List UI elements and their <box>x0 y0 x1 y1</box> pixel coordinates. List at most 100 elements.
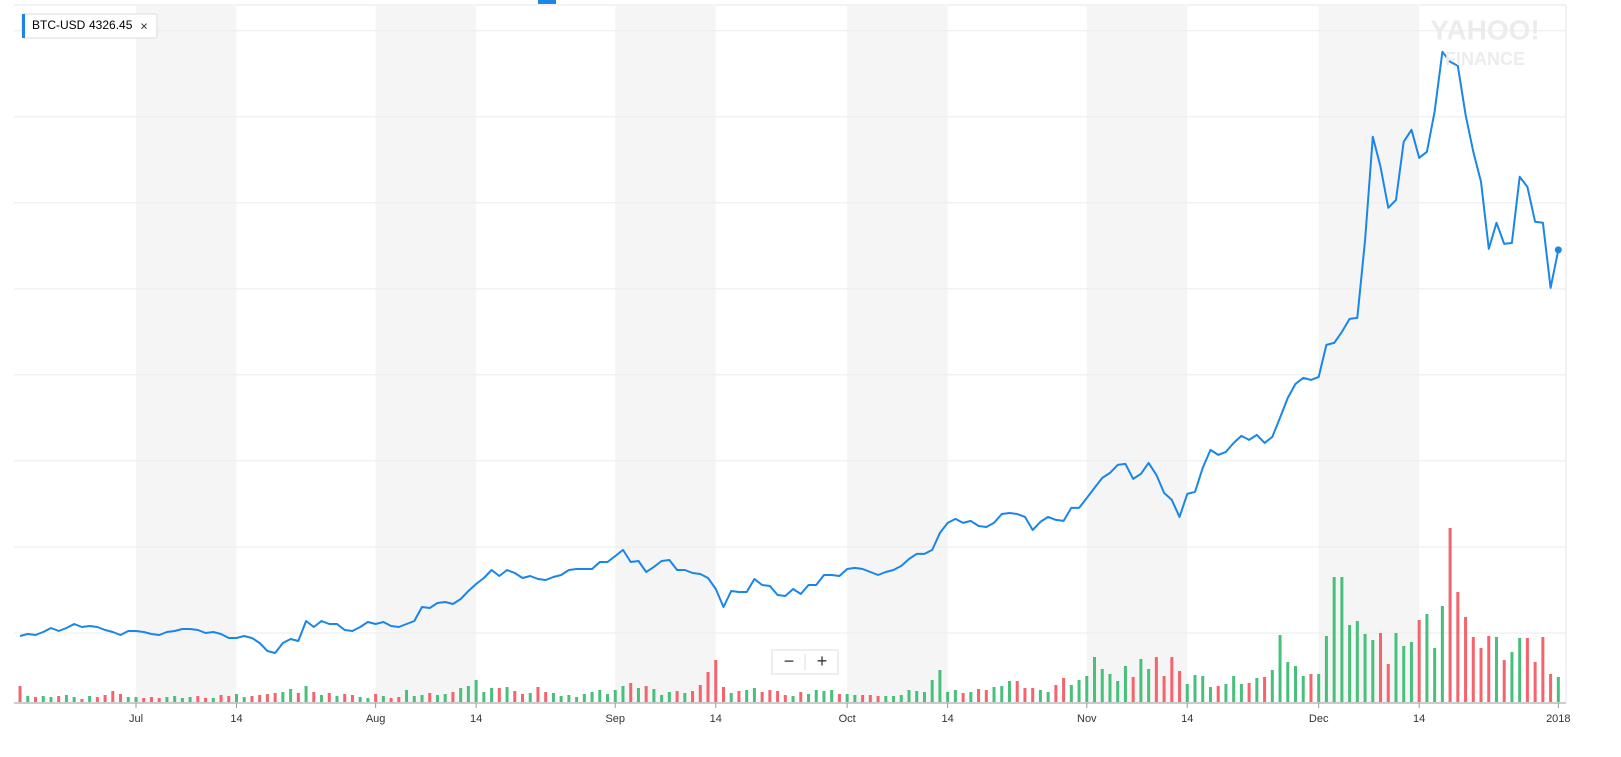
volume-bar <box>1007 681 1011 702</box>
volume-bar <box>598 690 602 702</box>
x-tick-label: 14 <box>1413 713 1425 725</box>
volume-bar <box>559 696 563 702</box>
volume-bar <box>513 691 517 702</box>
x-tick-label: 14 <box>942 713 954 725</box>
month-band <box>375 5 477 703</box>
volume-bar <box>1023 688 1027 702</box>
watermark: FINANCE <box>1445 49 1525 69</box>
volume-bar <box>567 695 571 702</box>
volume-bar <box>1371 640 1375 702</box>
x-tick-label: 2018 <box>1546 713 1570 725</box>
volume-bar <box>544 692 548 702</box>
volume-bar <box>861 695 865 702</box>
zoom-controls[interactable]: − + <box>771 649 839 675</box>
volume-bar <box>652 689 656 702</box>
volume-bar <box>1340 577 1344 702</box>
volume-bar <box>204 698 208 702</box>
zoom-out[interactable]: − <box>784 651 795 671</box>
volume-bar <box>1062 678 1066 702</box>
volume-bar <box>799 692 803 702</box>
volume-bar <box>536 687 540 702</box>
volume-bar <box>1409 642 1413 702</box>
volume-bar <box>1317 674 1321 702</box>
volume-bar <box>296 693 300 702</box>
x-tick-label: 14 <box>710 713 722 725</box>
volume-bar <box>196 696 200 702</box>
volume-bar <box>227 696 231 702</box>
volume-bar <box>1116 681 1120 702</box>
volume-bar <box>1471 637 1475 702</box>
x-tick-label: Aug <box>366 713 386 725</box>
legend-close[interactable]: × <box>140 18 148 33</box>
volume-bar <box>721 687 725 702</box>
volume-bar <box>219 695 223 702</box>
volume-bar <box>737 691 741 702</box>
volume-bar <box>1549 674 1553 702</box>
volume-bar <box>629 683 633 702</box>
volume-bar <box>26 696 30 702</box>
volume-bar <box>211 698 215 702</box>
volume-bar <box>837 694 841 702</box>
volume-bar <box>1494 637 1498 702</box>
volume-bar <box>1479 648 1483 702</box>
volume-bar <box>490 688 494 702</box>
volume-bar <box>420 695 424 702</box>
volume-bar <box>698 685 702 702</box>
legend-swatch <box>22 14 25 38</box>
volume-bar <box>606 694 610 702</box>
volume-bar <box>1239 684 1243 702</box>
volume-bar <box>1363 634 1367 702</box>
volume-bar <box>374 694 378 702</box>
volume-bar <box>575 697 579 702</box>
volume-bar <box>188 697 192 702</box>
zoom-in[interactable]: + <box>817 651 828 671</box>
month-band <box>1086 5 1188 703</box>
volume-bar <box>667 692 671 702</box>
volume-bar <box>1123 666 1127 702</box>
volume-bar <box>1425 614 1429 702</box>
x-tick-label: 14 <box>470 713 482 725</box>
volume-bar <box>984 690 988 702</box>
volume-bar <box>405 690 409 702</box>
volume-bar <box>683 693 687 702</box>
volume-bar <box>1270 670 1274 702</box>
volume-bar <box>1247 683 1251 702</box>
volume-bar <box>590 692 594 702</box>
volume-bar <box>381 696 385 702</box>
volume-bar <box>1100 669 1104 702</box>
volume-bar <box>304 686 308 702</box>
volume-bar <box>397 697 401 702</box>
volume-bar <box>1154 657 1158 702</box>
volume-bar <box>64 695 68 702</box>
volume-bar <box>760 692 764 702</box>
legend[interactable]: BTC-USD 4326.45 × <box>21 13 158 39</box>
volume-bar <box>1348 625 1352 702</box>
volume-bar <box>1046 692 1050 702</box>
volume-bar <box>289 689 293 702</box>
volume-bar <box>752 688 756 702</box>
volume-bar <box>675 691 679 702</box>
x-tick-label: Dec <box>1309 713 1329 725</box>
volume-bar <box>366 698 370 702</box>
volume-bar <box>961 693 965 702</box>
volume-bar <box>892 696 896 702</box>
volume-bar <box>335 696 339 702</box>
volume-bar <box>327 693 331 702</box>
volume-bar <box>915 691 919 702</box>
volume-bar <box>1000 686 1004 702</box>
x-tick-label: Oct <box>839 713 856 725</box>
volume-bar <box>551 693 555 702</box>
volume-bar <box>1208 687 1212 702</box>
month-band <box>136 5 237 703</box>
volume-bar <box>165 697 169 702</box>
volume-bar <box>18 686 22 702</box>
volume-bar <box>1332 577 1336 702</box>
x-tick-label: 14 <box>230 713 242 725</box>
volume-bar <box>474 680 478 702</box>
volume-bar <box>582 694 586 702</box>
volume-bar <box>142 698 146 702</box>
volume-bar <box>312 692 316 702</box>
volume-bar <box>149 697 153 702</box>
volume-bar <box>250 696 254 702</box>
